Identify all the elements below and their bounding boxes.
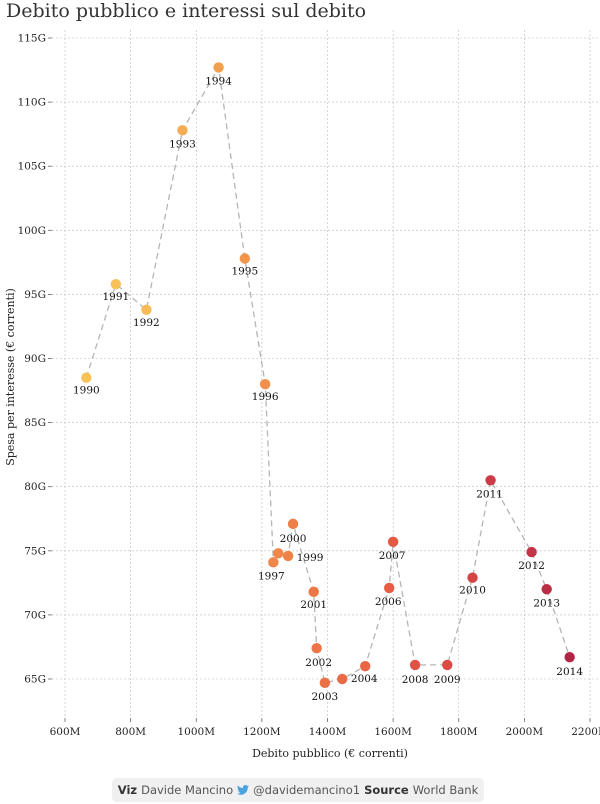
- y-tick-label: 90G: [24, 353, 46, 365]
- y-tick-label: 110G: [18, 97, 46, 109]
- x-tick-label: 1000M: [178, 726, 216, 738]
- year-label-2013: 2013: [533, 597, 560, 609]
- data-point-2004: [337, 673, 348, 685]
- data-point-2009: [442, 659, 453, 671]
- data-point-1996: [259, 378, 271, 390]
- year-connector-line: [85, 65, 571, 684]
- source-label: Source: [364, 783, 409, 797]
- data-point-1998: [273, 548, 284, 559]
- grid-lines: [52, 30, 600, 718]
- year-label-2003: 2003: [312, 691, 339, 703]
- scatter-chart: 600M 800M 1000M 1200M 1400M 1600M 1800M 2000M 22…: [4, 30, 600, 760]
- year-label-1993: 1993: [169, 138, 196, 150]
- data-point-2010: [467, 572, 478, 583]
- data-point-2013: [541, 584, 552, 595]
- year-label-2006: 2006: [375, 596, 402, 608]
- y-tick-label: 75G: [24, 545, 46, 557]
- data-point-2002: [311, 643, 322, 654]
- data-point-2005: [360, 660, 371, 672]
- x-tick-label: 1400M: [309, 726, 347, 738]
- viz-label: Viz: [117, 783, 138, 797]
- data-point-2008: [409, 659, 421, 671]
- year-label-1992: 1992: [133, 317, 160, 329]
- year-label-2008: 2008: [402, 674, 429, 686]
- year-label-2000: 2000: [280, 533, 307, 545]
- data-point-2006: [383, 582, 395, 594]
- x-tick-label: 800M: [115, 726, 146, 738]
- year-label-1996: 1996: [252, 391, 279, 403]
- year-label-2007: 2007: [379, 550, 406, 562]
- year-label-2014: 2014: [556, 666, 583, 678]
- year-label-1995: 1995: [231, 266, 258, 278]
- x-tick-label: 1200M: [243, 726, 281, 738]
- year-label-2010: 2010: [459, 585, 486, 597]
- twitter-bird-icon: [237, 785, 250, 795]
- year-label-2011: 2011: [476, 488, 503, 500]
- data-point-2003: [319, 677, 331, 689]
- year-label-2002: 2002: [305, 657, 332, 669]
- year-label-1999: 1999: [297, 552, 324, 564]
- chart-title: Debito pubblico e interessi sul debito: [6, 0, 367, 22]
- year-label-1994: 1994: [205, 75, 232, 87]
- year-label-1990: 1990: [73, 385, 100, 397]
- data-point-1999: [282, 550, 294, 562]
- data-point-1994: [213, 62, 224, 73]
- year-label-2001: 2001: [300, 599, 327, 611]
- x-axis-title: Debito pubblico (€ correnti): [252, 747, 408, 760]
- year-label-1991: 1991: [102, 291, 129, 303]
- data-point-2000: [287, 518, 299, 530]
- year-label-1997: 1997: [258, 570, 285, 582]
- twitter-handle: @davidemancino1: [253, 783, 361, 797]
- year-labels: 1990 1991 1992 1993 1994 1995 1996 1997 1999 2000…: [73, 75, 583, 702]
- year-label-2012: 2012: [518, 560, 545, 572]
- y-tick-label: 95G: [24, 289, 46, 301]
- x-tick-label: 1600M: [374, 726, 412, 738]
- y-tick-label: 105G: [18, 161, 46, 173]
- x-tick-label: 1800M: [440, 726, 478, 738]
- y-tick-label: 80G: [24, 481, 46, 493]
- data-points: [81, 62, 575, 689]
- author-name: Davide Mancino: [141, 783, 234, 797]
- data-point-1990: [81, 372, 92, 383]
- data-point-2001: [308, 586, 319, 598]
- data-point-2012: [526, 546, 537, 558]
- y-tick-label: 100G: [18, 225, 46, 237]
- axes: 600M 800M 1000M 1200M 1400M 1600M 1800M 2000M 22…: [18, 33, 600, 739]
- y-tick-label: 65G: [24, 674, 46, 686]
- data-point-2007: [387, 536, 399, 548]
- x-tick-label: 600M: [50, 726, 81, 738]
- y-tick-label: 115G: [18, 33, 46, 45]
- year-label-2004: 2004: [351, 673, 378, 685]
- data-point-2014: [564, 652, 575, 663]
- x-tick-label: 2000M: [506, 726, 544, 738]
- data-point-1991: [110, 278, 122, 290]
- x-tick-label: 2200M: [571, 726, 600, 738]
- year-label-2009: 2009: [434, 674, 461, 686]
- data-point-1992: [141, 304, 152, 315]
- y-axis-title: Spesa per interesse (€ correnti): [4, 288, 17, 466]
- data-point-1995: [239, 253, 251, 264]
- credit-bar: Viz Davide Mancino @davidemancino1 Sourc…: [112, 778, 484, 802]
- data-point-2011: [485, 475, 496, 486]
- y-tick-label: 70G: [24, 609, 46, 621]
- y-tick-label: 85G: [24, 417, 46, 429]
- data-point-1993: [177, 125, 188, 136]
- source-name: World Bank: [412, 783, 479, 797]
- data-point-1997: [268, 557, 279, 568]
